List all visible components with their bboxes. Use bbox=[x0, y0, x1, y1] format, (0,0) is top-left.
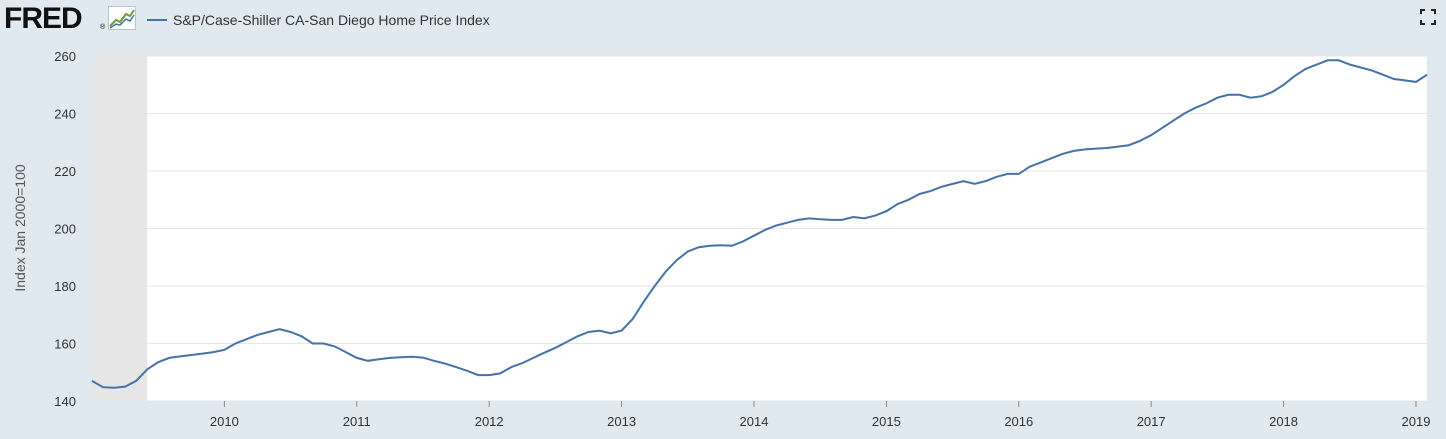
series-line[interactable] bbox=[91, 59, 1428, 389]
y-tick-label: 180 bbox=[54, 279, 76, 294]
x-tick-label: 2010 bbox=[210, 414, 239, 429]
x-tick-label: 2014 bbox=[740, 414, 769, 429]
x-tick-label: 2018 bbox=[1269, 414, 1298, 429]
chart-header: FRED ® S&P/Case-Shiller CA-San Diego Hom… bbox=[0, 0, 1446, 40]
y-tick-label: 220 bbox=[54, 164, 76, 179]
x-tick-label: 2019 bbox=[1402, 414, 1431, 429]
y-axis-ticks: 140 160 180 200 220 240 260 bbox=[54, 49, 76, 409]
chart-legend: S&P/Case-Shiller CA-San Diego Home Price… bbox=[147, 10, 490, 30]
y-tick-label: 240 bbox=[54, 107, 76, 122]
y-tick-label: 160 bbox=[54, 337, 76, 352]
x-tick-label: 2017 bbox=[1137, 414, 1166, 429]
y-tick-label: 200 bbox=[54, 222, 76, 237]
fullscreen-icon[interactable] bbox=[1420, 9, 1436, 25]
x-tick-label: 2011 bbox=[343, 414, 371, 429]
y-axis-label: Index Jan 2000=100 bbox=[12, 164, 28, 291]
legend-swatch bbox=[147, 19, 167, 21]
legend-label: S&P/Case-Shiller CA-San Diego Home Price… bbox=[173, 12, 490, 28]
registered-mark: ® bbox=[100, 24, 106, 31]
x-axis-ticks: 2010 2011 2012 2013 2014 2015 2016 2017 2018 2019 bbox=[210, 401, 1430, 429]
x-tick-label: 2016 bbox=[1004, 414, 1033, 429]
fred-logo[interactable]: FRED bbox=[4, 2, 83, 35]
y-tick-label: 140 bbox=[54, 394, 76, 409]
grid-lines bbox=[92, 55, 1427, 402]
x-tick-label: 2012 bbox=[475, 414, 504, 429]
x-tick-label: 2013 bbox=[607, 414, 636, 429]
x-tick-label: 2015 bbox=[872, 414, 901, 429]
trend-chart-icon bbox=[108, 6, 136, 30]
y-tick-label: 260 bbox=[54, 49, 76, 64]
